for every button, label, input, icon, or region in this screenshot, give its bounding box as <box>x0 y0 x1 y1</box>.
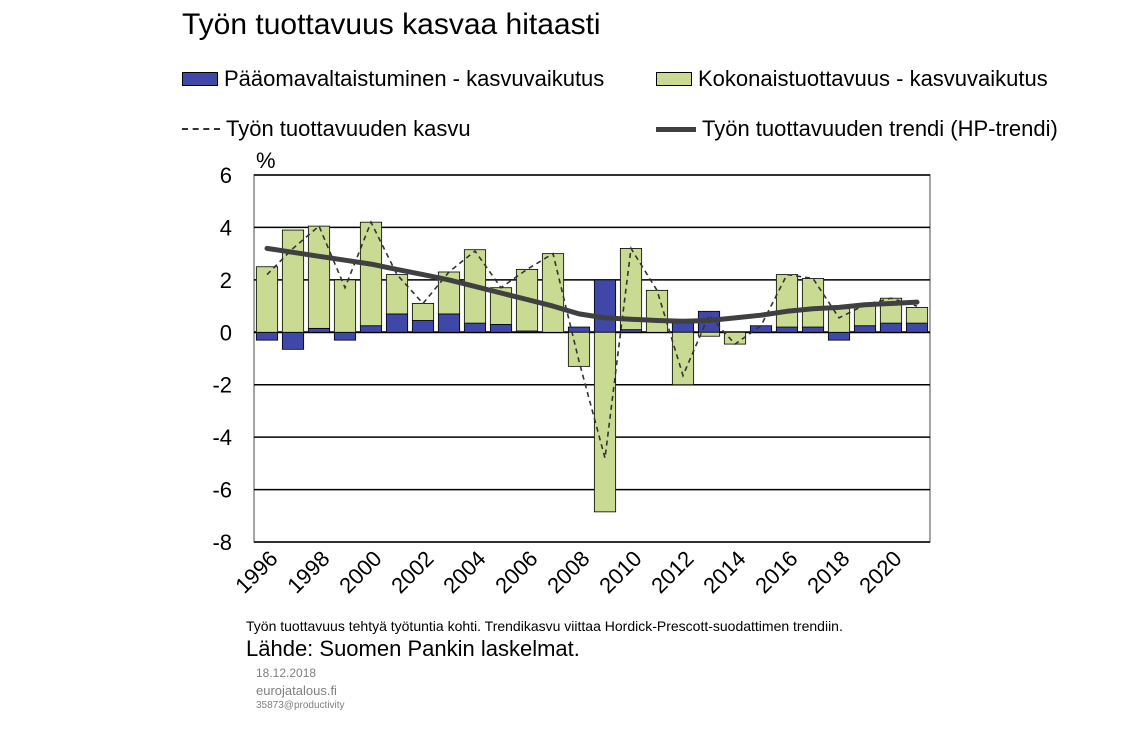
legend-swatch-capital <box>182 72 218 86</box>
legend-swatch-tfp <box>656 72 692 86</box>
legend-label-trend: Työn tuottavuuden trendi (HP-trendi) <box>702 116 1058 141</box>
bar-capital-1997 <box>281 331 305 350</box>
bar-capital-2016 <box>775 326 799 333</box>
bar-capital-2019 <box>853 325 877 333</box>
bar-tfp-2016 <box>775 274 799 328</box>
y-tick-label: 6 <box>220 163 232 188</box>
x-tick-label-2018: 2018 <box>802 546 854 598</box>
y-tick-label: 0 <box>220 320 232 345</box>
x-tick-label-2004: 2004 <box>438 546 490 598</box>
x-tick-label-2020: 2020 <box>854 546 906 598</box>
plot-frame <box>253 174 931 543</box>
bar-tfp-2001 <box>385 274 409 315</box>
line-growth <box>266 220 918 459</box>
line-layer <box>264 220 920 459</box>
y-tick-label: -4 <box>212 425 232 450</box>
x-tick-label-2016: 2016 <box>750 546 802 598</box>
bar-capital-2009 <box>593 279 617 333</box>
bar-capital-2018 <box>827 331 851 341</box>
bar-tfp-2018 <box>827 308 851 333</box>
bar-capital-1996 <box>255 331 279 341</box>
y-tick-label: -6 <box>212 478 232 503</box>
x-tick-label-2012: 2012 <box>646 546 698 598</box>
grid-layer <box>253 174 931 543</box>
bar-capital-1999 <box>333 331 357 341</box>
bar-tfp-2012 <box>671 331 695 386</box>
bar-tfp-1997 <box>281 229 305 333</box>
x-tick-label-2002: 2002 <box>386 546 438 598</box>
bar-tfp-2009 <box>593 331 617 513</box>
bar-capital-2017 <box>801 326 825 333</box>
legend-label-growth: Työn tuottavuuden kasvu <box>226 116 471 141</box>
legend-item-capital: Pääomavaltaistuminen - kasvuvaikutus <box>182 66 604 92</box>
chart-title: Työn tuottavuus kasvaa hitaasti <box>182 8 601 41</box>
bar-capital-2004 <box>463 322 487 333</box>
x-tick-label-1996: 1996 <box>230 546 282 598</box>
y-tick-label: -2 <box>212 373 232 398</box>
x-tick-label-2006: 2006 <box>490 546 542 598</box>
bar-capital-1998 <box>307 327 331 333</box>
legend-item-growth: Työn tuottavuuden kasvu <box>182 116 471 142</box>
bar-capital-2020 <box>879 322 903 333</box>
footer-site: eurojatalous.fi <box>256 683 337 698</box>
bar-capital-2015 <box>749 325 773 333</box>
bar-capital-2002 <box>411 320 435 333</box>
x-tick-label-2010: 2010 <box>594 546 646 598</box>
bar-tfp-2002 <box>411 303 435 321</box>
x-tick-label-2000: 2000 <box>334 546 386 598</box>
legend-swatch-growth <box>182 128 220 130</box>
y-axis-unit: % <box>256 148 276 173</box>
bar-capital-2001 <box>385 313 409 333</box>
bar-tfp-2021 <box>905 306 929 324</box>
line-trend <box>264 245 920 324</box>
bar-tfp-1998 <box>307 225 331 329</box>
legend-label-tfp: Kokonaistuottavuus - kasvuvaikutus <box>698 66 1048 91</box>
footer-code: 35873@productivity <box>256 700 345 711</box>
y-tick-label: 4 <box>220 215 232 240</box>
x-tick-label-2008: 2008 <box>542 546 594 598</box>
bar-tfp-2017 <box>801 278 825 328</box>
bar-capital-2005 <box>489 324 513 333</box>
bar-capital-2021 <box>905 322 929 333</box>
chart-source: Lähde: Suomen Pankin laskelmat. <box>246 636 580 661</box>
x-tick-label-2014: 2014 <box>698 546 750 598</box>
bar-tfp-2011 <box>645 289 669 333</box>
y-tick-label: 2 <box>220 268 232 293</box>
chart-note: Työn tuottavuus tehtyä työtuntia kohti. … <box>246 618 843 634</box>
bar-tfp-2007 <box>541 253 565 333</box>
bar-tfp-1996 <box>255 266 279 333</box>
legend-swatch-trend <box>656 126 696 132</box>
bar-tfp-1999 <box>333 279 357 333</box>
bar-capital-2003 <box>437 313 461 333</box>
bar-tfp-2013 <box>697 331 721 337</box>
bar-capital-2012 <box>671 322 695 333</box>
bar-layer <box>255 221 929 513</box>
legend-item-trend: Työn tuottavuuden trendi (HP-trendi) <box>656 116 1058 142</box>
legend-label-capital: Pääomavaltaistuminen - kasvuvaikutus <box>224 66 605 91</box>
bar-capital-2000 <box>359 325 383 333</box>
y-tick-label: -8 <box>212 530 232 555</box>
x-tick-label-1998: 1998 <box>282 546 334 598</box>
legend-item-tfp: Kokonaistuottavuus - kasvuvaikutus <box>656 66 1048 92</box>
footer-date: 18.12.2018 <box>256 666 317 680</box>
